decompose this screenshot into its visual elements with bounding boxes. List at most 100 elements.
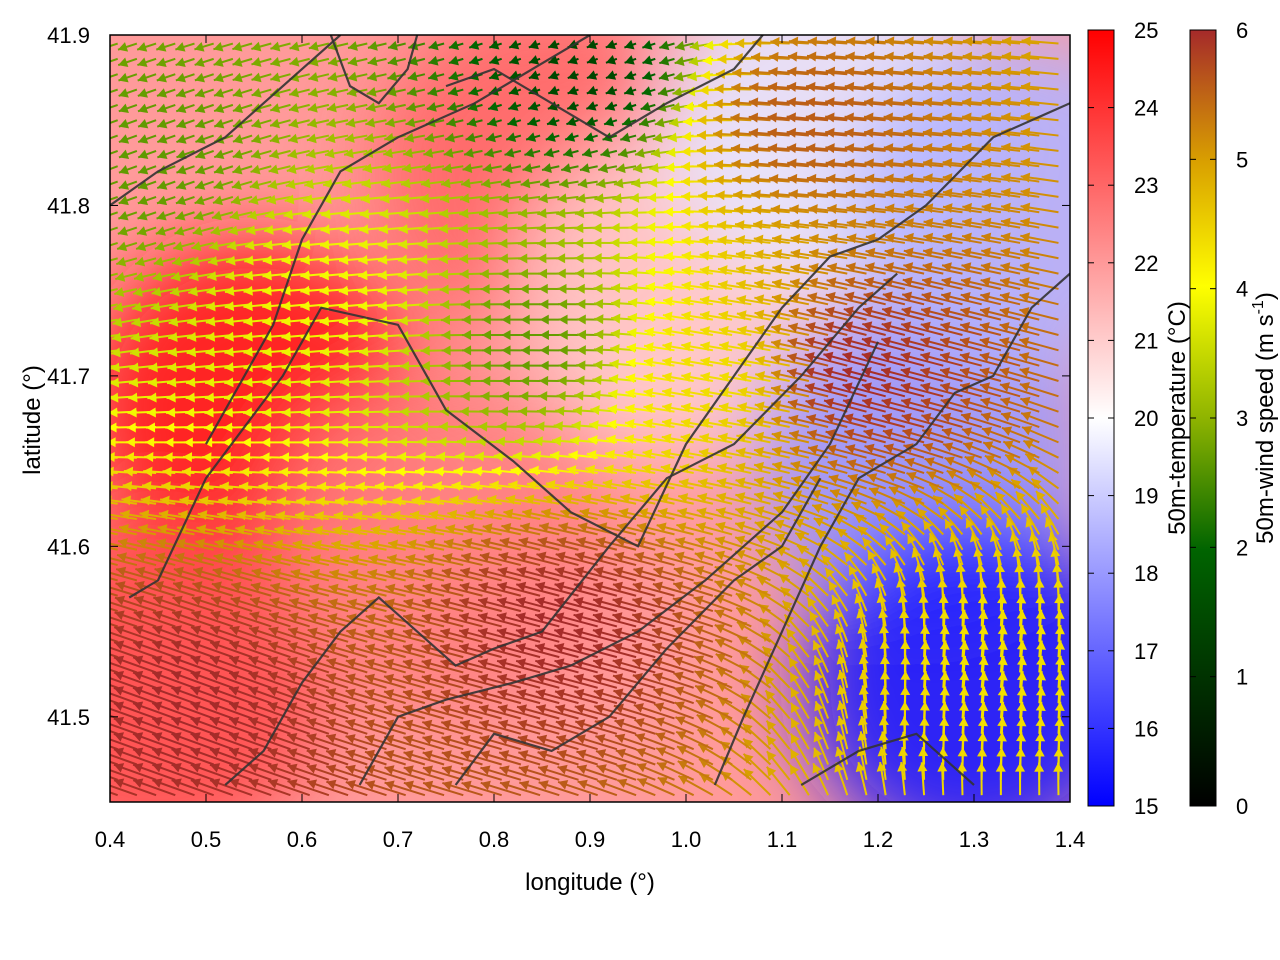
wind-vector [593, 581, 637, 597]
wind-vector [383, 658, 426, 674]
wind-vector [519, 780, 560, 797]
wind-vector [583, 479, 618, 490]
wind-vector [384, 765, 426, 781]
temperature-colorbar-title: 50m-temperature (°C) [1164, 301, 1191, 535]
wind-vector [290, 568, 330, 582]
wind-vector [291, 554, 330, 567]
wind-vector [461, 780, 502, 797]
wind-vector [345, 703, 387, 720]
wind-vector [346, 598, 387, 613]
wind-vector [113, 655, 157, 674]
colorbar-tick-label: 19 [1134, 484, 1158, 509]
wind-vector [600, 493, 637, 505]
wind-vector [267, 656, 311, 674]
wind-vector [753, 491, 790, 505]
wind-vector [403, 750, 445, 766]
wind-vector [621, 478, 656, 490]
wind-vector [477, 597, 522, 613]
wind-vector [652, 642, 694, 659]
wind-vector [110, 577, 118, 582]
wind-vector [697, 728, 733, 751]
wind-vector [345, 688, 387, 705]
wind-vector [403, 780, 445, 797]
wind-vector [765, 704, 791, 735]
x-tick-label: 1.4 [1055, 827, 1086, 852]
wind-vector [152, 640, 195, 659]
wind-vector [408, 524, 445, 536]
wind-vector [267, 778, 311, 797]
wind-vector [114, 595, 157, 613]
wind-vector [348, 569, 387, 582]
wind-vector [833, 609, 849, 643]
wind-vector [465, 509, 502, 521]
wind-vector [616, 778, 656, 797]
wind-vector [735, 477, 771, 490]
wind-vector [675, 536, 714, 551]
wind-vector [402, 643, 445, 659]
wind-vector [831, 594, 849, 627]
x-tick-label: 1.3 [959, 827, 990, 852]
wind-vector [612, 642, 656, 659]
wind-vector [517, 719, 560, 735]
wind-vector [155, 552, 195, 567]
wind-vector [714, 638, 752, 659]
wind-vector [478, 704, 522, 720]
wind-vector [306, 748, 349, 766]
wind-vector [190, 732, 234, 751]
colorbar-tick-label: 15 [1134, 794, 1158, 819]
wind-vector [110, 707, 138, 720]
wind-vector [554, 596, 598, 613]
wind-vector [110, 631, 138, 643]
wind-vector [499, 537, 541, 551]
colorbar-tick-label: 25 [1134, 18, 1158, 43]
wind-vector [515, 627, 560, 643]
wind-vector [178, 510, 214, 521]
wind-vector [196, 524, 234, 536]
wind-vector [152, 778, 195, 797]
wind-vector [271, 553, 310, 567]
wind-vector [423, 568, 464, 582]
wind-vector [640, 478, 675, 490]
wind-vector [888, 486, 925, 505]
wind-vector [852, 578, 868, 612]
wind-vector [235, 524, 272, 536]
wind-vector [539, 522, 579, 536]
wind-vector [478, 673, 522, 689]
wind-vector [209, 686, 253, 705]
wind-vector [1020, 503, 1041, 535]
wind-vector [574, 688, 618, 705]
wind-vector [171, 655, 215, 674]
wind-vector [190, 747, 234, 766]
wind-vector [134, 581, 176, 597]
wind-vector [592, 597, 637, 613]
wind-vector-field [110, 36, 1066, 797]
wind-vector [113, 686, 157, 705]
wind-vector [110, 542, 138, 551]
wind-vector [715, 653, 752, 674]
wind-vector [248, 626, 291, 643]
wind-vector [133, 610, 176, 628]
wind-vector [843, 551, 868, 582]
wind-vector [496, 627, 541, 643]
x-tick-label: 0.6 [287, 827, 318, 852]
wind-vector [754, 534, 791, 551]
wind-vector [445, 524, 483, 536]
wind-vector [900, 521, 925, 551]
wind-vector [440, 643, 483, 659]
wind-vector [966, 468, 1002, 490]
wind-vector [480, 537, 522, 551]
wind-vector [812, 762, 829, 796]
wind-vector [592, 627, 637, 643]
wind-vector [195, 538, 234, 551]
wind-vector [152, 625, 195, 643]
wind-vector [851, 501, 887, 520]
wind-vector [345, 780, 387, 797]
wind-vector [113, 701, 157, 720]
x-tick-label: 0.7 [383, 827, 414, 852]
wind-vector [857, 525, 887, 551]
wind-vector [593, 673, 637, 689]
wind-vector [294, 510, 330, 521]
y-axis-title: latitude (°) [19, 365, 46, 475]
wind-vector [655, 732, 695, 751]
wind-vector [118, 523, 157, 536]
